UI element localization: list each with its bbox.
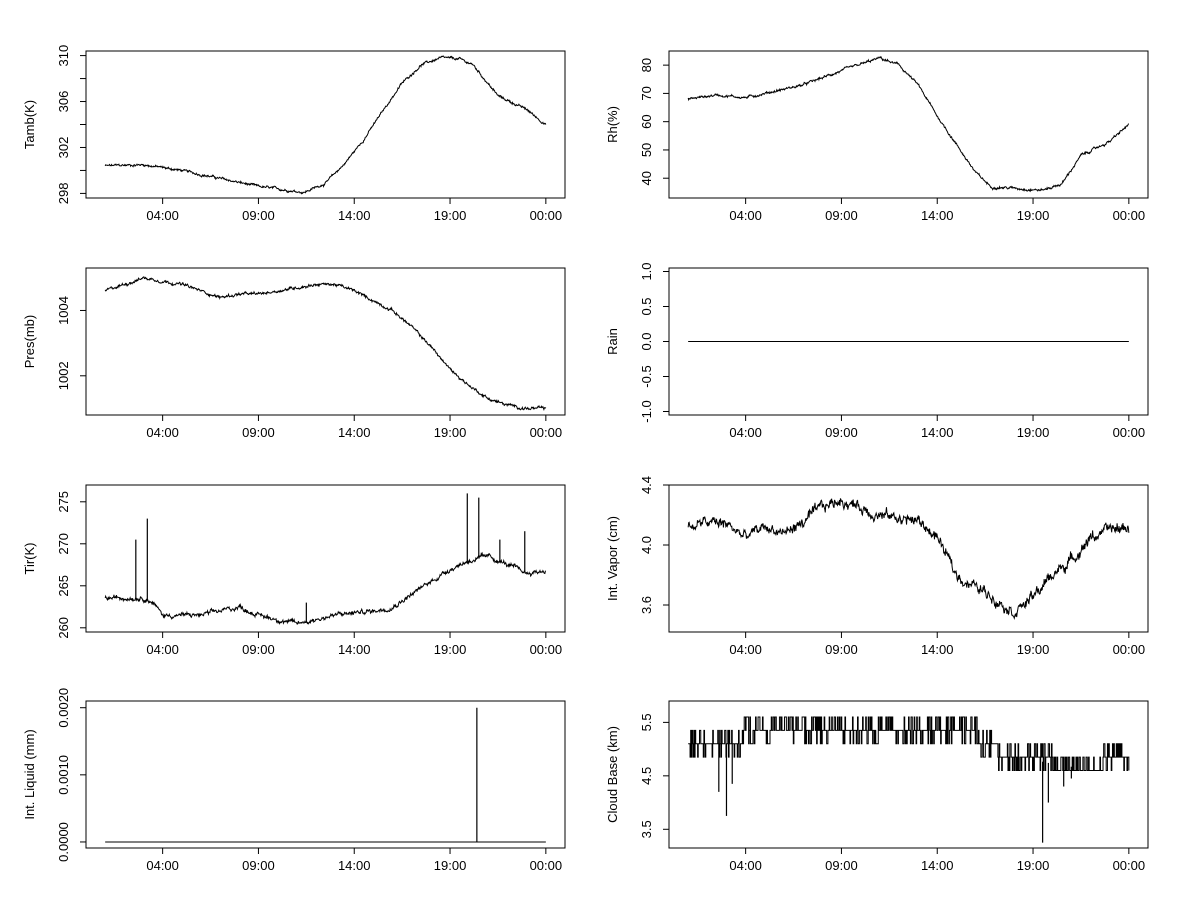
panel-8: 04:00 09:00 14:00 19:00 00:00 3.5 4.5 5.5 Cloud … [605, 700, 1149, 873]
y-tick-label: 40 [639, 171, 654, 185]
x-tick-label: 14:00 [921, 208, 954, 223]
data-series-line [104, 551, 547, 625]
y-tick-label: 1.0 [639, 262, 654, 280]
x-tick-label: 04:00 [146, 425, 179, 440]
x-tick-label: 09:00 [825, 858, 858, 873]
x-tick-label: 19:00 [1017, 642, 1050, 657]
y-tick-label: 5.5 [639, 713, 654, 731]
y-tick-label: 270 [56, 533, 71, 555]
x-tick-label: 19:00 [1017, 858, 1050, 873]
panel-4: 04:00 09:00 14:00 19:00 00:00 -1.0 -0.5 0.0 0.5 1… [605, 262, 1149, 440]
x-tick-label: 09:00 [825, 425, 858, 440]
y-tick-label: 0.0020 [56, 688, 71, 728]
y-tick-label: 4.4 [639, 476, 654, 494]
plot-frame [668, 50, 1149, 199]
y-tick-label: 275 [56, 491, 71, 513]
panel-1: 04:00 09:00 14:00 19:00 00:00 298 302 306 310 Tam… [22, 45, 566, 223]
data-series-line [104, 55, 547, 195]
y-tick-label: 4.5 [639, 767, 654, 785]
x-tick-label: 19:00 [1017, 425, 1050, 440]
x-tick-label: 00:00 [530, 425, 563, 440]
panel-5: 04:00 09:00 14:00 19:00 00:00 260 265 270 275 Tir… [22, 484, 566, 657]
x-tick-label: 09:00 [242, 858, 275, 873]
x-tick-label: 00:00 [1113, 425, 1146, 440]
x-tick-label: 14:00 [338, 642, 371, 657]
y-tick-label: 310 [56, 45, 71, 67]
y-tick-label: 60 [639, 114, 654, 128]
x-tick-label: 09:00 [825, 642, 858, 657]
plot-frame [85, 267, 566, 416]
plot-frame [85, 50, 566, 199]
x-tick-label: 14:00 [921, 858, 954, 873]
x-tick-label: 00:00 [530, 208, 563, 223]
y-tick-label: 80 [639, 58, 654, 72]
plot-frame [668, 700, 1149, 849]
x-tick-label: 00:00 [1113, 208, 1146, 223]
plot-frame [85, 484, 566, 633]
x-tick-label: 04:00 [146, 858, 179, 873]
y-axis-title: Rain [605, 328, 620, 355]
y-axis-title: Tamb(K) [22, 100, 37, 149]
y-tick-label: 3.6 [639, 596, 654, 614]
y-tick-label: 298 [56, 183, 71, 205]
y-tick-label: -0.5 [639, 365, 654, 387]
x-tick-label: 19:00 [434, 208, 467, 223]
x-tick-label: 09:00 [825, 208, 858, 223]
x-tick-label: 00:00 [1113, 642, 1146, 657]
data-series-line [104, 275, 547, 412]
x-tick-label: 04:00 [729, 858, 762, 873]
panel-7: 04:00 09:00 14:00 19:00 00:00 0.0000 0.0010 0.0… [22, 688, 566, 873]
y-axis-title: Rh(%) [605, 106, 620, 143]
x-tick-label: 09:00 [242, 642, 275, 657]
x-tick-label: 14:00 [338, 425, 371, 440]
x-tick-label: 04:00 [729, 208, 762, 223]
y-tick-label: -1.0 [639, 400, 654, 422]
y-tick-label: 0.0 [639, 332, 654, 350]
y-tick-label: 265 [56, 575, 71, 597]
x-tick-label: 04:00 [729, 642, 762, 657]
y-tick-label: 0.0010 [56, 755, 71, 795]
y-tick-label: 70 [639, 86, 654, 100]
plot-frame [668, 484, 1149, 633]
y-tick-label: 260 [56, 617, 71, 639]
y-tick-label: 1004 [56, 296, 71, 325]
y-tick-label: 50 [639, 143, 654, 157]
y-axis-title: Tir(K) [22, 542, 37, 574]
x-tick-label: 14:00 [921, 425, 954, 440]
x-tick-label: 19:00 [434, 642, 467, 657]
data-series-line [687, 498, 1130, 620]
x-tick-label: 09:00 [242, 208, 275, 223]
x-tick-label: 00:00 [1113, 858, 1146, 873]
y-tick-label: 0.0000 [56, 822, 71, 862]
x-tick-label: 19:00 [434, 858, 467, 873]
x-tick-label: 19:00 [1017, 208, 1050, 223]
y-tick-label: 3.5 [639, 820, 654, 838]
x-tick-label: 04:00 [729, 425, 762, 440]
y-axis-title: Int. Liquid (mm) [22, 729, 37, 819]
panel-3: 04:00 09:00 14:00 19:00 00:00 1002 1004 Pres(mb… [22, 267, 566, 440]
y-tick-label: 302 [56, 137, 71, 159]
y-axis-title: Cloud Base (km) [605, 726, 620, 823]
x-tick-label: 04:00 [146, 208, 179, 223]
y-tick-label: 1002 [56, 361, 71, 390]
y-axis-title: Int. Vapor (cm) [605, 516, 620, 601]
y-tick-label: 0.5 [639, 297, 654, 315]
y-tick-label: 4.0 [639, 536, 654, 554]
x-tick-label: 14:00 [338, 208, 371, 223]
y-axis-title: Pres(mb) [22, 315, 37, 368]
x-tick-label: 04:00 [146, 642, 179, 657]
panel-6: 04:00 09:00 14:00 19:00 00:00 3.6 4.0 4.4 Int. V… [605, 476, 1149, 657]
y-tick-label: 306 [56, 91, 71, 113]
plot-frame [85, 700, 566, 849]
x-tick-label: 00:00 [530, 642, 563, 657]
x-tick-label: 19:00 [434, 425, 467, 440]
x-tick-label: 09:00 [242, 425, 275, 440]
x-tick-label: 14:00 [338, 858, 371, 873]
data-series-line [688, 716, 1130, 771]
x-tick-label: 14:00 [921, 642, 954, 657]
x-tick-label: 00:00 [530, 858, 563, 873]
panel-2: 04:00 09:00 14:00 19:00 00:00 40 50 60 70 80 Rh(%) [605, 50, 1149, 223]
data-series-line [687, 55, 1130, 193]
